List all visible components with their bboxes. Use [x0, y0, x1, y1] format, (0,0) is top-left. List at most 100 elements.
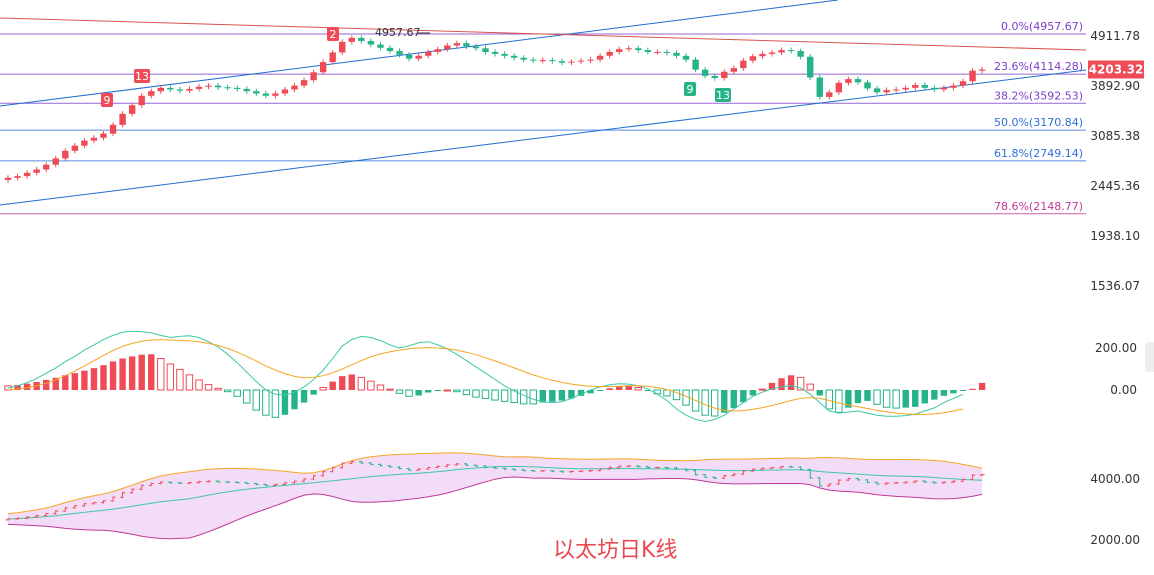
candle-body [463, 43, 470, 47]
macd-histogram-bar [291, 390, 298, 410]
macd-histogram-bar [157, 358, 165, 391]
candle-body [654, 51, 661, 53]
macd-histogram-bar [902, 390, 909, 408]
candle-body [864, 82, 871, 89]
macd-histogram-bar [730, 390, 737, 409]
candle-body [386, 47, 394, 52]
candle-body [167, 87, 174, 90]
candle-body [892, 89, 900, 91]
macd-histogram-bar [568, 390, 575, 399]
candle-body [931, 87, 938, 90]
candle-body [243, 88, 250, 92]
macd-histogram-bar [119, 358, 126, 390]
candle-body [472, 46, 480, 49]
candle-body [873, 88, 881, 93]
candle-body [501, 53, 508, 56]
price-tick-label: 3892.90 [1090, 79, 1140, 93]
candle-body [262, 93, 270, 96]
price-candles [4, 35, 986, 183]
candle-body [740, 60, 747, 69]
macd-histogram-bar [453, 389, 461, 393]
price-axis: 4911.78 3892.90 3085.38 2445.36 1938.10 1536.… [1088, 29, 1144, 293]
candle-body [195, 86, 203, 89]
td-marker-label: 2 [330, 28, 337, 41]
candle-body [587, 59, 594, 61]
candle-body [978, 69, 986, 71]
candle-body [768, 52, 776, 54]
macd-histogram-bar [596, 390, 604, 391]
candle-body [415, 55, 422, 59]
td-sequential-markers: 4957.67 9 13 2 9 13 [101, 26, 731, 107]
macd-histogram-bar [204, 384, 213, 391]
macd-histogram-bar [845, 390, 852, 408]
macd-histogram-bar [825, 389, 833, 410]
macd-histogram-bar [109, 361, 117, 390]
macd-histogram-bar [348, 374, 355, 390]
candle-body [807, 56, 814, 78]
macd-histogram-bar [128, 356, 136, 390]
macd-histogram-bar [43, 379, 50, 390]
candle-body [959, 81, 967, 86]
td-marker-label: 13 [716, 89, 730, 102]
candle-body [234, 87, 241, 89]
candle-body [721, 71, 728, 79]
candle-body [644, 50, 652, 52]
candle-body [491, 51, 499, 54]
boll-tick-label: 2000.00 [1090, 533, 1140, 547]
candle-body [14, 176, 21, 178]
candle-body [405, 54, 413, 59]
macd-histogram-bar [778, 378, 785, 390]
macd-diff-line [7, 330, 964, 423]
candle-body [138, 95, 145, 106]
candle-body [425, 51, 432, 56]
macd-histogram-bar [262, 389, 270, 416]
candle-body [396, 51, 403, 55]
candle-body [52, 158, 59, 165]
candle-body [224, 87, 231, 89]
td-marker-badge [715, 88, 731, 102]
macd-histogram-bar [864, 390, 871, 401]
candle-body [682, 55, 690, 60]
candle-body [759, 53, 766, 57]
candle-body [749, 56, 757, 61]
macd-histogram-bar [425, 390, 432, 393]
macd-histogram-bar [921, 390, 928, 404]
macd-histogram-bar [386, 388, 394, 391]
candle-body [319, 62, 327, 73]
chart-caption: 以太坊日K线 [553, 538, 678, 563]
fib-label: 0.0%(4957.67) [1001, 20, 1083, 33]
candle-body [921, 85, 928, 88]
td-marker-label: 13 [135, 70, 149, 83]
candle-body [883, 90, 890, 93]
macd-histogram-bar [606, 388, 613, 390]
candle-body [701, 69, 709, 76]
macd-histogram-bar [319, 386, 327, 391]
fib-label: 50.0%(3170.84) [994, 116, 1083, 129]
high-price-label: 4957.67 [375, 26, 421, 39]
td-marker-label: 9 [104, 94, 111, 107]
macd-histogram-bar [90, 368, 98, 390]
trend-line-lower [0, 69, 1087, 206]
macd-histogram-bar [969, 388, 976, 390]
macd-histogram-bar [138, 354, 145, 390]
macd-histogram-bar [558, 390, 566, 401]
candle-body [730, 68, 737, 72]
panel-resize-handle[interactable] [1145, 342, 1154, 372]
candle-body [176, 89, 184, 91]
td-marker-badge [684, 82, 696, 96]
bollinger-panel: 4000.00 2000.00 [5, 452, 1140, 547]
macd-histogram-bar [14, 384, 21, 390]
fib-label: 38.2%(3592.53) [994, 89, 1083, 102]
candle-body [434, 49, 441, 52]
price-tick-label: 4911.78 [1090, 29, 1140, 43]
candle-body [358, 37, 365, 41]
candle-body [835, 82, 843, 93]
fib-label: 78.6%(2148.77) [994, 200, 1083, 213]
macd-histogram-bar [577, 390, 585, 396]
macd-histogram-bar [195, 379, 203, 391]
candle-body [157, 87, 164, 92]
macd-histogram-bar [711, 389, 719, 417]
candle-body [577, 60, 585, 62]
candle-body [339, 41, 346, 53]
